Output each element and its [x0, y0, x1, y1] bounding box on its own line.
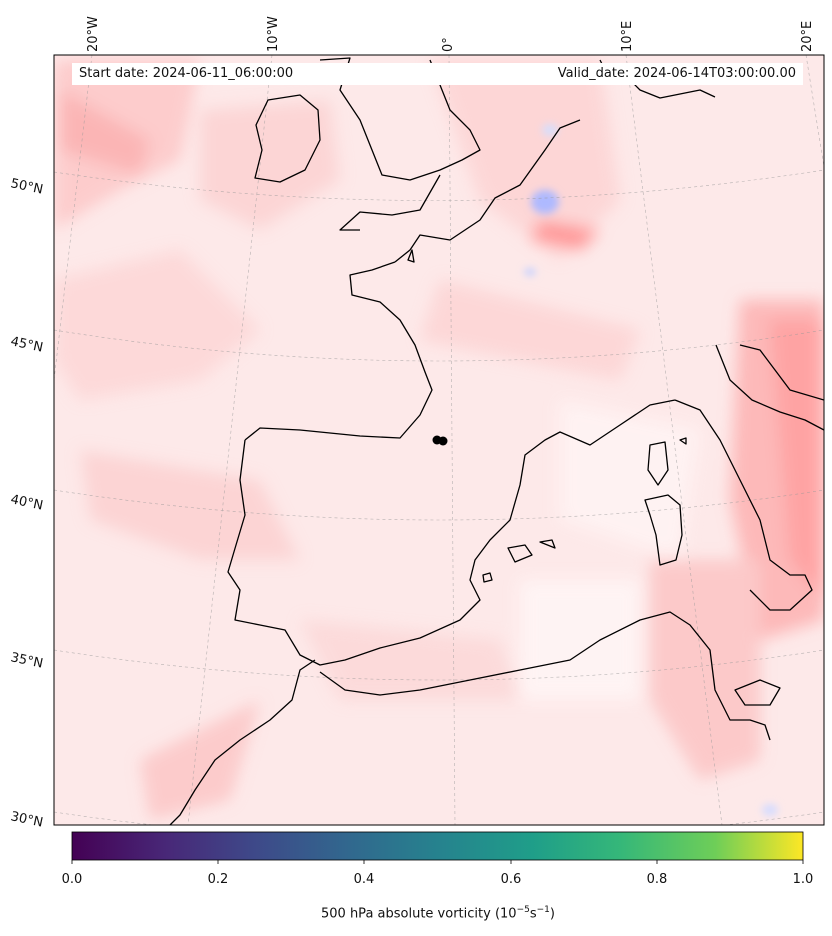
lon-label-10e: 10°E	[620, 21, 635, 52]
colorbar-tick-label: 0.6	[500, 872, 522, 887]
vorticity-field	[54, 55, 824, 825]
lon-label-20w: 20°W	[86, 16, 101, 52]
lat-label-50n: 50°N	[9, 176, 44, 197]
colorbar-tick-label: 0.8	[646, 872, 668, 887]
colorbar-tick-label: 0.2	[207, 872, 229, 887]
colorbar	[71, 831, 804, 861]
colorbar-label: 500 hPa absolute vorticity (10−5s−1)	[321, 905, 555, 922]
colorbar-tick-label: 1.0	[792, 872, 814, 887]
graticule	[54, 55, 824, 825]
lat-label-45n: 45°N	[9, 334, 44, 355]
location-marker	[432, 435, 448, 446]
vorticity-bands	[54, 60, 824, 820]
start-date-label: Start date: 2024-06-11_06:00:00	[79, 66, 294, 81]
lon-label-20e: 20°E	[800, 21, 815, 52]
colorbar-tick-label: 0.0	[61, 872, 83, 887]
lon-label-10w: 10°W	[266, 16, 281, 52]
lon-label-0: 0°	[441, 37, 456, 52]
colorbar-tick-label: 0.4	[353, 872, 375, 887]
lat-label-35n: 35°N	[9, 650, 44, 671]
lat-label-40n: 40°N	[9, 492, 44, 513]
date-info-box: Start date: 2024-06-11_06:00:00 Valid_da…	[72, 63, 803, 85]
valid-date-label: Valid_date: 2024-06-14T03:00:00.00	[557, 66, 796, 81]
negative-vorticity-spots	[524, 124, 778, 816]
latitude-labels: 50°N 45°N 40°N 35°N 30°N	[9, 176, 44, 830]
lat-label-30n: 30°N	[9, 809, 44, 830]
colorbar-ticks	[71, 860, 804, 864]
map-frame	[53, 54, 825, 826]
longitude-labels: 20°W 10°W 0° 10°E 20°E	[86, 16, 815, 52]
